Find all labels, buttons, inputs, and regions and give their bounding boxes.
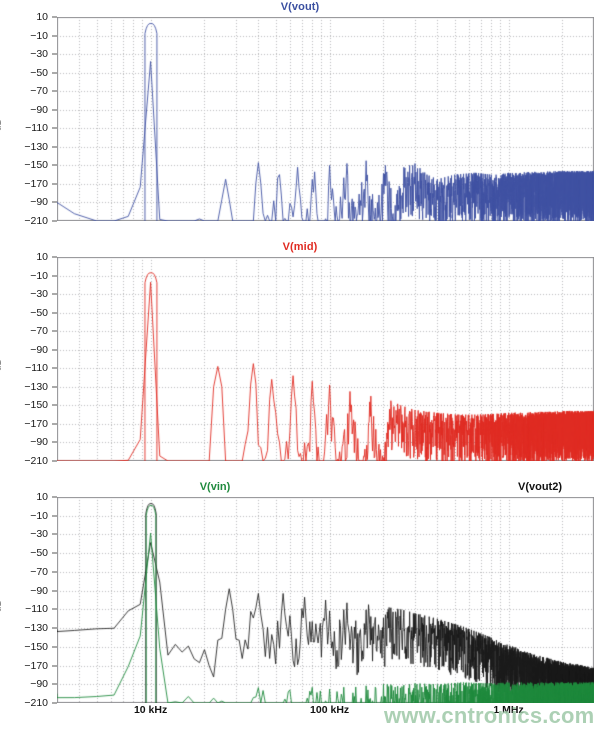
panel-vout-title: V(vout) [280, 1, 320, 13]
y-tick-label: −210 [24, 455, 48, 467]
y-tick-mark [52, 164, 57, 166]
y-tick-label: −10 [30, 269, 48, 282]
y-tick-label: −30 [30, 528, 48, 541]
y-tick-mark [52, 127, 57, 129]
y-tick-mark [52, 646, 57, 648]
y-tick-mark [52, 702, 57, 704]
y-tick-mark [52, 683, 57, 685]
panel-vin-vout2: V(vin) V(vout2) 10 −10 −30 −50 −70 −90 −110 −13… [0, 480, 600, 730]
y-tick-label: −130 [24, 140, 48, 153]
y-tick-label: −90 [30, 196, 48, 209]
y-tick-mark [52, 256, 57, 258]
panel-vout-canvas [57, 17, 594, 221]
y-axis-title: dB [0, 358, 4, 372]
y-tick-label: 10 [36, 11, 48, 23]
y-tick-mark [52, 183, 57, 185]
y-tick-mark [52, 533, 57, 535]
y-tick-label: −50 [30, 306, 48, 319]
x-axis-labels: 10 kHz 100 kHz 1 MHz [0, 704, 600, 722]
y-tick-label: −110 [25, 362, 48, 375]
y-tick-label: −70 [30, 565, 48, 578]
panel-mid-title: V(mid) [282, 241, 318, 253]
y-tick-mark [52, 349, 57, 351]
y-tick-mark [52, 35, 57, 37]
y-tick-mark [52, 460, 57, 462]
panel-vin-canvas [57, 497, 594, 703]
x-tick-label: 100 kHz [310, 704, 350, 716]
panel-mid-canvas [57, 257, 594, 461]
y-tick-label: −90 [30, 436, 48, 449]
y-tick-mark [52, 608, 57, 610]
panel-vout2-title: V(vout2) [518, 481, 562, 493]
y-tick-mark [52, 146, 57, 148]
y-tick-label: −110 [25, 603, 48, 616]
y-tick-mark [52, 627, 57, 629]
y-tick-label: 10 [36, 491, 48, 503]
y-tick-label: −30 [30, 48, 48, 61]
y-tick-label: −50 [30, 66, 48, 79]
y-tick-label: −110 [25, 122, 48, 135]
y-tick-label: −70 [30, 325, 48, 338]
y-tick-label: −170 [24, 177, 48, 190]
y-tick-label: 10 [36, 251, 48, 263]
y-tick-mark [52, 109, 57, 111]
panel-vout-y-axis: 10 −10 −30 −50 −70 −90 −110 −130 −150 −170 −90 −210… [0, 11, 57, 227]
y-tick-mark [52, 496, 57, 498]
panel-vin-y-axis: 10 −10 −30 −50 −70 −90 −110 −130 −150 −170 −90 −210… [0, 491, 57, 709]
panel-mid: V(mid) 10 −10 −30 −50 −70 −90 −110 −130 −150 −170… [0, 240, 600, 480]
y-tick-label: −130 [24, 622, 48, 635]
y-tick-mark [52, 220, 57, 222]
y-tick-mark [52, 330, 57, 332]
y-tick-mark [52, 72, 57, 74]
y-tick-mark [52, 90, 57, 92]
y-tick-mark [52, 312, 57, 314]
y-tick-mark [52, 275, 57, 277]
y-tick-label: −70 [30, 85, 48, 98]
y-tick-label: −210 [24, 215, 48, 227]
panel-vout-plot [57, 17, 594, 221]
y-tick-mark [52, 441, 57, 443]
y-tick-mark [52, 367, 57, 369]
y-tick-label: −10 [30, 509, 48, 522]
y-tick-label: −10 [30, 29, 48, 42]
y-tick-label: −150 [24, 399, 48, 412]
x-tick-label: 10 kHz [133, 704, 168, 716]
panel-vout: V(vout) 10 −10 −30 −50 −70 −90 −110 −130 −150 −17… [0, 0, 600, 240]
y-axis-title: dB [0, 599, 4, 613]
y-tick-label: −50 [30, 547, 48, 560]
y-tick-label: −170 [24, 417, 48, 430]
x-tick-label: 1 MHz [493, 704, 524, 716]
panel-vin-title: V(vin) [199, 481, 231, 493]
panel-vin-plot [57, 497, 594, 703]
y-tick-mark [52, 293, 57, 295]
y-tick-mark [52, 53, 57, 55]
y-tick-label: −90 [30, 678, 48, 691]
y-tick-mark [52, 665, 57, 667]
y-tick-mark [52, 16, 57, 18]
y-tick-label: −90 [30, 584, 48, 597]
panel-mid-y-axis: 10 −10 −30 −50 −70 −90 −110 −130 −150 −170 −90 −210… [0, 251, 57, 467]
y-tick-label: −130 [24, 380, 48, 393]
y-tick-mark [52, 386, 57, 388]
y-tick-mark [52, 571, 57, 573]
y-tick-mark [52, 404, 57, 406]
y-tick-label: −170 [24, 659, 48, 672]
y-tick-label: −210 [24, 697, 48, 709]
y-tick-mark [52, 515, 57, 517]
y-tick-mark [52, 590, 57, 592]
y-axis-title: dB [0, 118, 4, 132]
y-tick-mark [52, 552, 57, 554]
y-tick-label: −150 [24, 159, 48, 172]
y-tick-mark [52, 201, 57, 203]
y-tick-label: −30 [30, 288, 48, 301]
y-tick-label: −90 [30, 343, 48, 356]
y-tick-label: −150 [24, 640, 48, 653]
y-tick-mark [52, 423, 57, 425]
y-tick-label: −90 [30, 103, 48, 116]
panel-mid-plot [57, 257, 594, 461]
